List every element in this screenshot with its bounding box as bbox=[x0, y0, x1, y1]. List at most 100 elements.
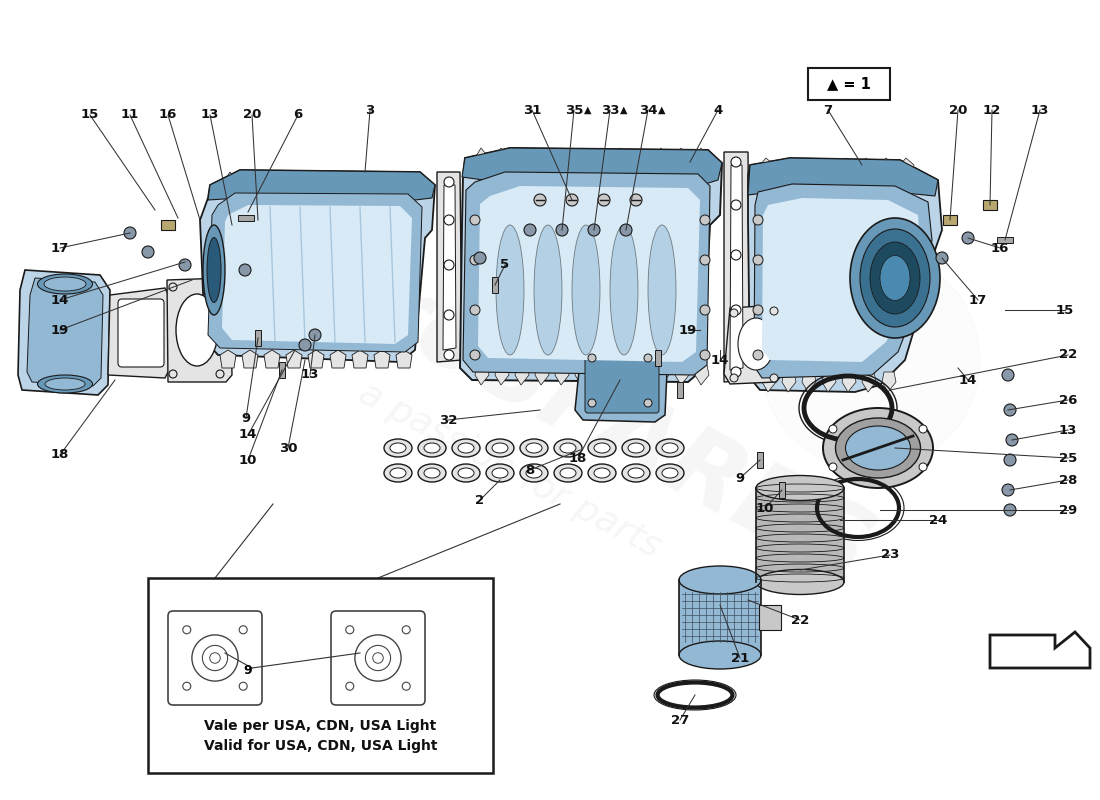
Text: 14: 14 bbox=[51, 294, 69, 306]
Polygon shape bbox=[475, 148, 490, 168]
Text: Vale per USA, CDN, USA Light: Vale per USA, CDN, USA Light bbox=[205, 719, 437, 733]
Text: 22: 22 bbox=[1059, 349, 1077, 362]
Circle shape bbox=[829, 425, 837, 433]
Polygon shape bbox=[748, 158, 938, 196]
Bar bbox=[676, 382, 683, 398]
Circle shape bbox=[760, 250, 980, 470]
Text: 14: 14 bbox=[711, 354, 729, 366]
Polygon shape bbox=[822, 372, 836, 392]
Polygon shape bbox=[310, 172, 326, 198]
Polygon shape bbox=[443, 185, 456, 350]
Text: ▲: ▲ bbox=[620, 105, 627, 115]
Text: 5: 5 bbox=[500, 258, 509, 271]
Polygon shape bbox=[332, 172, 348, 198]
Bar bbox=[679, 580, 761, 655]
Polygon shape bbox=[462, 148, 722, 185]
Polygon shape bbox=[615, 365, 629, 385]
Ellipse shape bbox=[526, 443, 542, 453]
Ellipse shape bbox=[37, 274, 92, 294]
Text: 9: 9 bbox=[736, 471, 745, 485]
Polygon shape bbox=[556, 365, 569, 385]
Circle shape bbox=[556, 224, 568, 236]
Polygon shape bbox=[200, 170, 434, 362]
Ellipse shape bbox=[554, 439, 582, 457]
Text: ▲: ▲ bbox=[584, 105, 592, 115]
Circle shape bbox=[918, 463, 927, 471]
Text: ▲: ▲ bbox=[658, 105, 666, 115]
Bar bbox=[759, 605, 781, 630]
Text: 13: 13 bbox=[1031, 103, 1049, 117]
Text: Valid for USA, CDN, USA Light: Valid for USA, CDN, USA Light bbox=[204, 739, 438, 753]
Circle shape bbox=[470, 215, 480, 225]
Text: 20: 20 bbox=[243, 109, 261, 122]
Polygon shape bbox=[167, 278, 232, 382]
Polygon shape bbox=[575, 365, 589, 385]
Circle shape bbox=[299, 339, 311, 351]
Text: 16: 16 bbox=[158, 109, 177, 122]
Text: 31: 31 bbox=[522, 103, 541, 117]
Ellipse shape bbox=[384, 439, 412, 457]
Circle shape bbox=[770, 307, 778, 315]
Polygon shape bbox=[208, 170, 434, 200]
Text: 19: 19 bbox=[51, 323, 69, 337]
Ellipse shape bbox=[588, 439, 616, 457]
Text: 19: 19 bbox=[679, 323, 697, 337]
Bar bbox=[654, 350, 661, 366]
Ellipse shape bbox=[560, 443, 576, 453]
Polygon shape bbox=[556, 148, 569, 168]
Bar bbox=[808, 68, 890, 100]
Ellipse shape bbox=[880, 255, 910, 301]
Polygon shape bbox=[575, 148, 589, 168]
Polygon shape bbox=[675, 148, 689, 168]
Circle shape bbox=[620, 224, 632, 236]
Circle shape bbox=[644, 399, 652, 407]
Text: 10: 10 bbox=[756, 502, 774, 514]
Ellipse shape bbox=[492, 468, 508, 478]
Text: 9: 9 bbox=[244, 664, 252, 677]
Circle shape bbox=[730, 309, 738, 317]
FancyBboxPatch shape bbox=[585, 349, 659, 413]
Ellipse shape bbox=[554, 464, 582, 482]
Text: 13: 13 bbox=[201, 109, 219, 122]
Polygon shape bbox=[266, 172, 282, 198]
Polygon shape bbox=[820, 158, 834, 175]
Text: 11: 11 bbox=[121, 109, 139, 122]
Ellipse shape bbox=[621, 464, 650, 482]
Circle shape bbox=[588, 224, 600, 236]
Polygon shape bbox=[352, 350, 368, 368]
Text: 22: 22 bbox=[791, 614, 810, 626]
Ellipse shape bbox=[656, 439, 684, 457]
Ellipse shape bbox=[384, 464, 412, 482]
Polygon shape bbox=[222, 205, 412, 344]
Polygon shape bbox=[754, 184, 932, 378]
Circle shape bbox=[936, 252, 948, 264]
Circle shape bbox=[754, 255, 763, 265]
Polygon shape bbox=[288, 172, 304, 198]
Circle shape bbox=[700, 305, 710, 315]
Text: 10: 10 bbox=[239, 454, 257, 466]
Ellipse shape bbox=[44, 277, 86, 291]
Circle shape bbox=[566, 194, 578, 206]
Text: 16: 16 bbox=[991, 242, 1009, 254]
Ellipse shape bbox=[458, 443, 474, 453]
Circle shape bbox=[1004, 504, 1016, 516]
Polygon shape bbox=[495, 148, 509, 168]
Circle shape bbox=[524, 224, 536, 236]
Ellipse shape bbox=[870, 242, 920, 314]
Text: 13: 13 bbox=[300, 369, 319, 382]
Polygon shape bbox=[862, 372, 876, 392]
Circle shape bbox=[142, 246, 154, 258]
Text: 30: 30 bbox=[278, 442, 297, 454]
Polygon shape bbox=[695, 148, 710, 168]
Text: euroSPARES: euroSPARES bbox=[233, 196, 887, 604]
Polygon shape bbox=[842, 372, 856, 392]
Ellipse shape bbox=[458, 468, 474, 478]
Ellipse shape bbox=[850, 218, 940, 338]
Circle shape bbox=[179, 259, 191, 271]
Polygon shape bbox=[460, 148, 722, 382]
Ellipse shape bbox=[526, 468, 542, 478]
Text: 21: 21 bbox=[730, 651, 749, 665]
Ellipse shape bbox=[572, 225, 600, 355]
Polygon shape bbox=[475, 365, 490, 385]
Polygon shape bbox=[724, 305, 782, 384]
